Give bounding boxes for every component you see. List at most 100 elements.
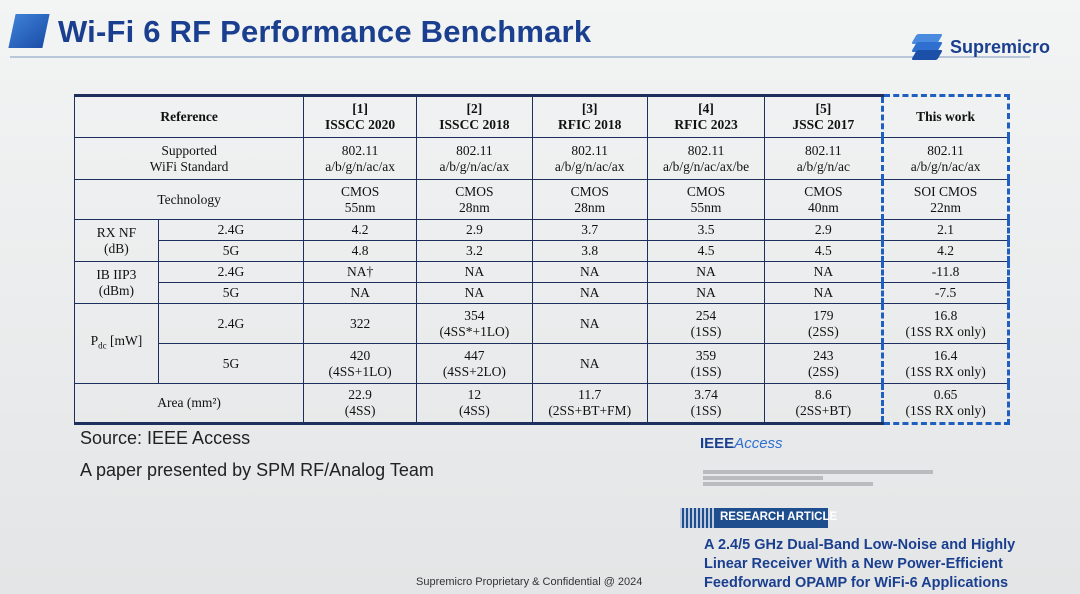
cell-this-work: 16.8 (1SS RX only) (881, 303, 1010, 344)
cell: 3.2 (415, 240, 533, 262)
cell: NA (415, 261, 533, 283)
cell: NA (531, 261, 648, 283)
slide-title: Wi-Fi 6 RF Performance Benchmark (58, 14, 592, 49)
row-technology: Technology CMOS 55nm CMOS 28nm CMOS 28nm CM… (73, 179, 1010, 220)
cell: 322 (303, 303, 417, 344)
label-standard: Supported WiFi Standard (73, 137, 305, 180)
footer-confidential: Supremicro Proprietary & Confidential @ … (416, 576, 643, 588)
cell: NA (531, 303, 648, 344)
cell: 4.5 (764, 240, 884, 262)
cell: 8.6 (2SS+BT) (764, 383, 884, 425)
row-pdc-5: 5G 420 (4SS+1LO) 447 (4SS+2LO) NA 359 (1SS)… (75, 343, 1010, 384)
label-rxnf: RX NF (dB) (74, 219, 159, 262)
research-article-label: RESEARCH ARTICLE (720, 511, 838, 523)
cell: NA (303, 282, 417, 304)
header-ref-3: [3] RFIC 2018 (531, 94, 648, 138)
stack-logo-icon (910, 32, 944, 62)
cell: 179 (2SS) (764, 303, 884, 344)
band-24g: 2.4G (157, 261, 305, 283)
cell: NA (764, 282, 884, 304)
cell: 3.7 (531, 219, 648, 241)
cell: 802.11 a/b/g/n/ac/ax/be (646, 137, 766, 180)
header-row: Reference [1] ISSCC 2020 [2] ISSCC 2018 [3… (73, 94, 1010, 138)
cell: 12 (4SS) (415, 383, 533, 425)
cell-this-work: -11.8 (881, 261, 1010, 283)
cell: 802.11 a/b/g/n/ac/ax (415, 137, 533, 180)
cell: 359 (1SS) (646, 343, 766, 384)
cell: 2.9 (415, 219, 533, 241)
header-ref-1: [1] ISSCC 2020 (303, 94, 417, 138)
cell: NA (531, 282, 648, 304)
cell: 447 (4SS+2LO) (415, 343, 533, 384)
brand-logo: Supremicro (910, 32, 1050, 62)
cell: 802.11 a/b/g/n/ac/ax (531, 137, 648, 180)
cell: CMOS 40nm (764, 179, 884, 220)
cell: 420 (4SS+1LO) (303, 343, 417, 384)
cell: 3.5 (646, 219, 766, 241)
cell: 243 (2SS) (764, 343, 884, 384)
cell: 802.11 a/b/g/n/ac/ax (303, 137, 417, 180)
band-24g: 2.4G (157, 303, 305, 344)
title-divider (10, 56, 1030, 58)
article-fine-print (703, 470, 943, 492)
cell: 4.5 (646, 240, 766, 262)
header-ref-4: [4] RFIC 2023 (646, 94, 766, 138)
source-note: Source: IEEE Access (80, 428, 251, 448)
cell: 354 (4SS*+1LO) (415, 303, 533, 344)
cell-this-work: 16.4 (1SS RX only) (881, 343, 1010, 384)
cell: 2.9 (764, 219, 884, 241)
cell: CMOS 28nm (415, 179, 533, 220)
cell-this-work: 0.65 (1SS RX only) (881, 383, 1010, 425)
brand-name: Supremicro (950, 36, 1051, 57)
cell: NA (415, 282, 533, 304)
label-pdc: Pdc [mW] (74, 303, 159, 384)
band-5g: 5G (157, 240, 305, 262)
cell: 22.9 (4SS) (303, 383, 417, 425)
cell: NA (531, 343, 648, 384)
benchmark-table: Reference [1] ISSCC 2020 [2] ISSCC 2018 [3… (73, 94, 1010, 425)
cell: CMOS 55nm (646, 179, 766, 220)
cell: 802.11 a/b/g/n/ac (764, 137, 884, 180)
row-rxnf-24: RX NF (dB) 2.4G 4.2 2.9 3.7 3.5 2.9 2.1 (74, 219, 1010, 262)
presenter-note: A paper presented by SPM RF/Analog Team (80, 460, 434, 480)
ieee-access-logo: IEEEAccess (700, 435, 783, 452)
header-ref-5: [5] JSSC 2017 (764, 94, 884, 138)
band-24g: 2.4G (157, 219, 305, 241)
cell-this-work: 4.2 (881, 240, 1010, 262)
cell-this-work: SOI CMOS 22nm (881, 179, 1010, 220)
cell: NA (646, 282, 766, 304)
cell: NA (646, 261, 766, 283)
header-this-work: This work (881, 94, 1010, 138)
row-standard: Supported WiFi Standard 802.11 a/b/g/n/ac/… (73, 137, 1010, 180)
cell: CMOS 28nm (531, 179, 648, 220)
cell-this-work: 2.1 (881, 219, 1010, 241)
label-iip3: IB IIP3 (dBm) (74, 261, 159, 304)
label-technology: Technology (73, 179, 305, 220)
cell: 11.7 (2SS+BT+FM) (531, 383, 648, 425)
title-accent (8, 14, 50, 48)
label-area: Area (mm²) (73, 383, 305, 425)
cell: 3.74 (1SS) (646, 383, 766, 425)
row-rxnf-5: 5G 4.8 3.2 3.8 4.5 4.5 4.2 (75, 240, 1010, 262)
row-area: Area (mm²) 22.9 (4SS) 12 (4SS) 11.7 (2SS+BT… (73, 383, 1010, 425)
cell: NA† (303, 261, 417, 283)
header-ref-2: [2] ISSCC 2018 (415, 94, 533, 138)
cell: 254 (1SS) (646, 303, 766, 344)
cell: NA (764, 261, 884, 283)
cell-this-work: 802.11 a/b/g/n/ac/ax (881, 137, 1010, 180)
cell: 4.8 (303, 240, 417, 262)
article-title: A 2.4/5 GHz Dual-Band Low-Noise and High… (704, 537, 1016, 591)
cell: 3.8 (531, 240, 648, 262)
band-5g: 5G (157, 282, 305, 304)
row-iip3-24: IB IIP3 (dBm) 2.4G NA† NA NA NA NA -11.8 (74, 261, 1010, 304)
row-iip3-5: 5G NA NA NA NA NA -7.5 (75, 282, 1010, 304)
cell: 4.2 (303, 219, 417, 241)
barcode-icon (680, 508, 714, 528)
header-reference: Reference (73, 94, 305, 138)
cell-this-work: -7.5 (881, 282, 1010, 304)
band-5g: 5G (157, 343, 305, 384)
cell: CMOS 55nm (303, 179, 417, 220)
row-pdc-24: Pdc [mW] 2.4G 322 354 (4SS*+1LO) NA 254 (1… (74, 303, 1010, 384)
research-article-banner (680, 508, 828, 528)
